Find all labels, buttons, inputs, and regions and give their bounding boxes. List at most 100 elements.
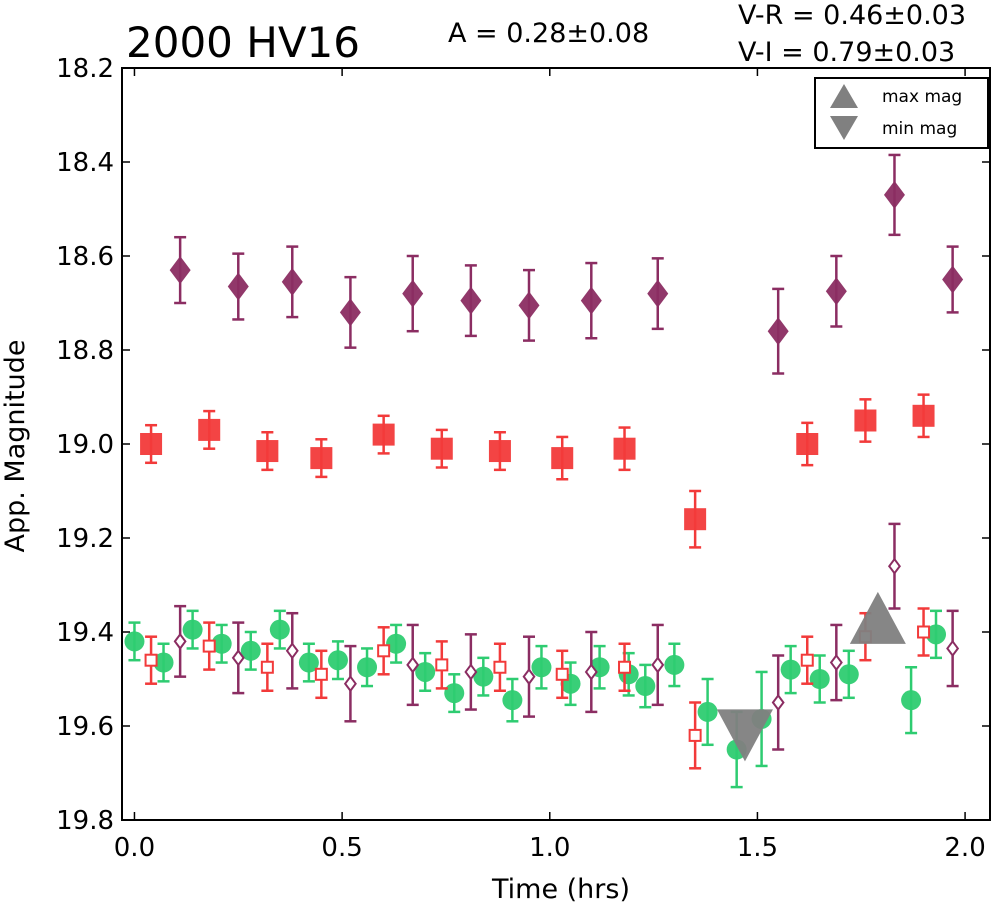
data-point bbox=[357, 657, 378, 678]
data-point bbox=[912, 404, 935, 427]
data-point bbox=[231, 649, 245, 667]
data-point bbox=[942, 265, 964, 294]
data-point bbox=[173, 632, 187, 651]
min-mag-marker bbox=[716, 709, 773, 762]
x-axis-label: Time (hrs) bbox=[491, 874, 630, 904]
data-point bbox=[883, 180, 905, 209]
data-point bbox=[169, 256, 191, 285]
data-point bbox=[310, 447, 333, 470]
y-tick-label: 18.4 bbox=[56, 148, 114, 178]
data-point bbox=[339, 298, 361, 327]
max-mag-marker bbox=[849, 591, 906, 644]
data-point bbox=[780, 659, 801, 680]
x-tick-label: 0.0 bbox=[114, 833, 155, 863]
color-index-vi: V-I = 0.79±0.03 bbox=[738, 37, 955, 68]
data-point bbox=[502, 690, 523, 711]
y-tick-label: 19.8 bbox=[56, 806, 114, 836]
data-point bbox=[771, 693, 785, 712]
data-point bbox=[854, 409, 877, 432]
series-0 bbox=[169, 153, 964, 375]
data-point bbox=[140, 433, 163, 455]
legend-max-mag-marker bbox=[830, 84, 858, 108]
data-point bbox=[796, 433, 819, 455]
data-point bbox=[260, 660, 274, 674]
data-point bbox=[901, 690, 922, 711]
data-point bbox=[227, 272, 249, 301]
data-point bbox=[182, 619, 203, 640]
data-point bbox=[825, 277, 847, 306]
y-tick-label: 18.2 bbox=[56, 54, 114, 84]
data-point bbox=[402, 279, 424, 308]
data-point bbox=[618, 660, 632, 674]
plot-frame bbox=[121, 67, 991, 821]
data-point bbox=[211, 633, 232, 654]
data-point bbox=[647, 279, 669, 308]
y-tick-label: 19.0 bbox=[56, 430, 114, 460]
data-point bbox=[298, 652, 319, 673]
series-3 bbox=[144, 607, 931, 770]
x-tick-label: 2.0 bbox=[944, 833, 985, 863]
data-point bbox=[327, 650, 348, 671]
series-1 bbox=[140, 393, 935, 549]
data-point bbox=[767, 317, 789, 346]
data-point bbox=[917, 625, 931, 639]
data-point bbox=[314, 667, 328, 681]
y-tick-label: 18.6 bbox=[56, 242, 114, 272]
data-point bbox=[651, 656, 665, 674]
chart-title: 2000 HV16 bbox=[126, 18, 360, 67]
x-tick-label: 1.5 bbox=[737, 833, 778, 863]
data-point bbox=[144, 653, 158, 667]
data-point bbox=[460, 286, 482, 315]
data-point bbox=[343, 675, 357, 693]
data-point bbox=[124, 631, 145, 652]
data-point bbox=[198, 418, 221, 441]
data-point bbox=[697, 701, 718, 722]
data-point bbox=[887, 557, 901, 575]
legend-min-mag-marker bbox=[830, 116, 858, 140]
y-tick-label: 19.6 bbox=[56, 712, 114, 742]
data-point bbox=[430, 437, 453, 460]
y-tick-label: 18.8 bbox=[56, 336, 114, 366]
axes: 0.0 0.5 1.0 1.5 2.0 18.2 18.4 18.6 18.8 19.0 19.2 1… bbox=[56, 54, 990, 863]
data-point bbox=[464, 663, 478, 681]
data-point bbox=[555, 667, 569, 681]
x-tick-label: 1.0 bbox=[529, 833, 570, 863]
data-point bbox=[153, 652, 174, 673]
data-point bbox=[551, 447, 574, 470]
data-point bbox=[838, 664, 859, 685]
amplitude-label: A = 0.28±0.08 bbox=[448, 18, 649, 49]
data-point bbox=[202, 639, 216, 653]
data-point bbox=[580, 286, 602, 315]
data-point bbox=[386, 633, 407, 654]
data-point bbox=[281, 267, 303, 296]
series-2 bbox=[124, 609, 947, 789]
series-4 bbox=[173, 522, 960, 751]
data-point bbox=[415, 661, 436, 682]
data-point bbox=[926, 624, 947, 645]
legend: max mag min mag bbox=[814, 77, 989, 149]
data-point bbox=[522, 667, 536, 686]
legend-min-mag-label: min mag bbox=[882, 119, 957, 139]
y-axis-label: App. Magnitude bbox=[0, 340, 31, 553]
data-point bbox=[406, 656, 420, 674]
data-point bbox=[684, 508, 707, 531]
data-point bbox=[493, 660, 507, 674]
color-index-vr: V-R = 0.46±0.03 bbox=[738, 0, 966, 31]
data-point bbox=[584, 663, 598, 681]
data-point bbox=[240, 640, 261, 661]
data-point bbox=[829, 653, 843, 672]
data-point bbox=[435, 658, 449, 672]
x-tick-label: 0.5 bbox=[321, 833, 362, 863]
data-point bbox=[372, 423, 395, 446]
data-point bbox=[800, 653, 814, 667]
data-marks bbox=[124, 153, 964, 789]
data-point bbox=[809, 669, 830, 689]
data-point bbox=[531, 657, 552, 678]
data-point bbox=[269, 619, 290, 640]
data-point bbox=[285, 642, 299, 660]
data-point bbox=[473, 666, 494, 687]
data-point bbox=[664, 654, 685, 675]
data-point bbox=[613, 437, 636, 460]
data-point bbox=[444, 683, 465, 704]
